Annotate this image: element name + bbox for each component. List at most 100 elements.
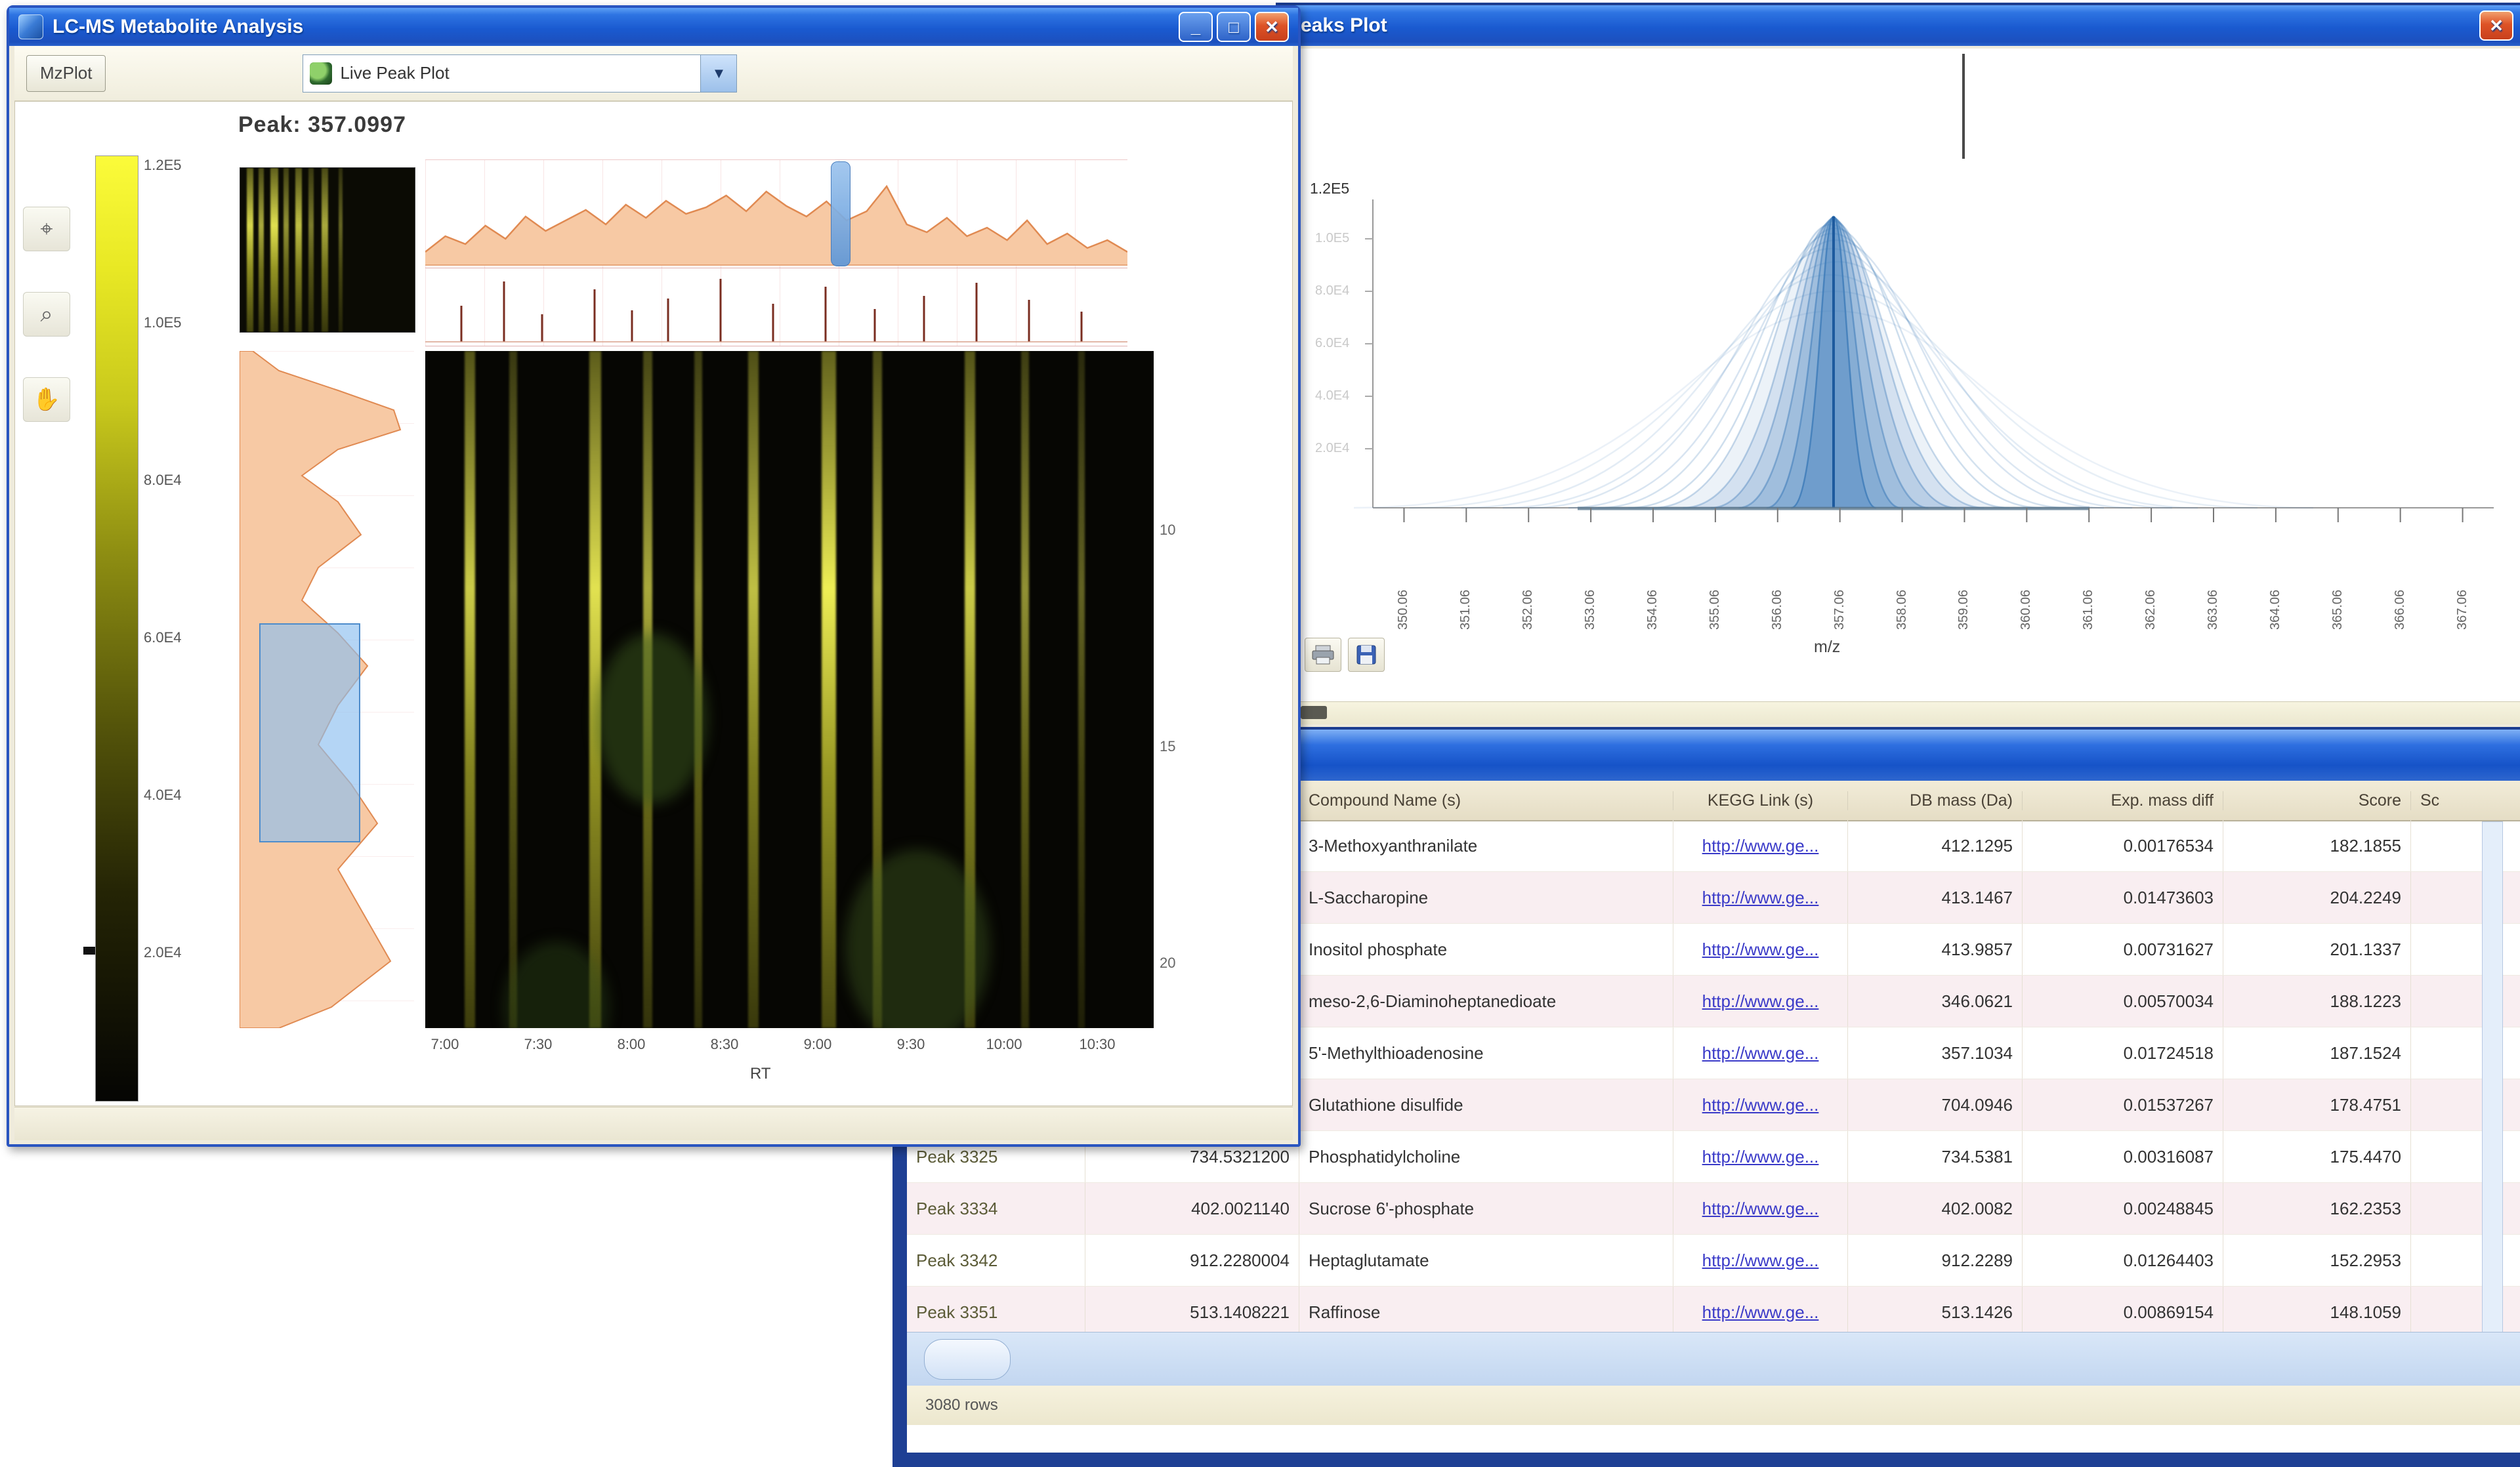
column-header[interactable]: KEGG Link (s): [1673, 791, 1848, 810]
colorbar-tick: 8.0E4: [144, 472, 182, 488]
kegg-link[interactable]: http://www.ge...: [1673, 924, 1848, 975]
table-horizontal-scrollbar[interactable]: [907, 1332, 2520, 1386]
maximize-button[interactable]: □: [1217, 12, 1251, 42]
kegg-link[interactable]: http://www.ge...: [1673, 1079, 1848, 1130]
table-cell: 0.01473603: [2023, 872, 2223, 923]
kegg-link[interactable]: http://www.ge...: [1673, 1131, 1848, 1182]
table-cell: 178.4751: [2223, 1079, 2411, 1130]
floppy-disk-icon: [1356, 645, 1376, 665]
table-cell: L-Saccharopine: [1299, 872, 1673, 923]
save-button[interactable]: [1348, 638, 1385, 672]
table-cell: [2411, 1287, 2520, 1338]
rt-selection-marker[interactable]: [831, 161, 850, 266]
close-button[interactable]: ✕: [2479, 10, 2513, 41]
kegg-link[interactable]: http://www.ge...: [1673, 976, 1848, 1027]
table-cell: 912.2280004: [1085, 1235, 1299, 1286]
view-selector-value: Live Peak Plot: [340, 63, 450, 83]
column-header[interactable]: Compound Name (s): [1299, 791, 1673, 810]
table-cell: Raffinose: [1299, 1287, 1673, 1338]
heatmap-x-axis-label: RT: [750, 1065, 771, 1083]
close-button[interactable]: ✕: [1255, 12, 1289, 42]
table-row[interactable]: Peak 3334 402.0021140 Sucrose 6'-phosphate…: [907, 1183, 2520, 1235]
table-cell: [2411, 1027, 2520, 1079]
overview-heatmap-thumbnail[interactable]: [240, 167, 415, 333]
view-selector-combobox[interactable]: Live Peak Plot ▼: [303, 54, 738, 93]
heatmap-x-tick: 9:30: [896, 1036, 925, 1052]
side-tool-button[interactable]: ⌕: [23, 292, 70, 337]
table-cell: 0.00248845: [2023, 1183, 2223, 1234]
tic-chromatogram[interactable]: [425, 159, 1128, 268]
mzplot-button[interactable]: MzPlot: [26, 54, 106, 92]
x-axis-tick-label: 351.06: [1458, 589, 1473, 630]
kegg-link[interactable]: http://www.ge...: [1673, 820, 1848, 871]
column-header[interactable]: Score: [2223, 791, 2411, 810]
mz-marker-line[interactable]: [1962, 54, 1965, 159]
table-row[interactable]: Peak 3342 912.2280004 Heptaglutamate http:/…: [907, 1235, 2520, 1287]
printer-icon: [1312, 645, 1334, 665]
x-axis-tick-label: 366.06: [2392, 589, 2407, 630]
colorbar-marker[interactable]: [83, 947, 95, 955]
colorbar-tick: 1.2E5: [144, 157, 182, 173]
heatmap-x-tick: 10:00: [986, 1036, 1022, 1052]
table-cell: 912.2289: [1848, 1235, 2023, 1286]
kegg-link[interactable]: http://www.ge...: [1673, 872, 1848, 923]
kegg-link[interactable]: http://www.ge...: [1673, 1183, 1848, 1234]
y-axis-tick-label: 4.0E4: [1315, 388, 1350, 403]
table-cell: 513.1426: [1848, 1287, 2023, 1338]
heatmap-x-tick: 8:30: [710, 1036, 739, 1052]
x-axis-tick-label: 360.06: [2019, 589, 2034, 630]
table-cell: 3-Methoxyanthranilate: [1299, 820, 1673, 871]
y-axis-top-label: 1.2E5: [1310, 180, 1350, 197]
hscroll-thumb[interactable]: [924, 1339, 1011, 1380]
table-vertical-scrollbar[interactable]: [2482, 821, 2503, 1334]
heatmap-right-tick: 20: [1160, 955, 1176, 971]
kegg-link[interactable]: http://www.ge...: [1673, 1287, 1848, 1338]
status-strip-grip[interactable]: [1301, 706, 1327, 719]
plot-window-title: Peaks Plot: [1288, 14, 1387, 36]
peak-readout: Peak: 357.0997: [238, 112, 406, 137]
lcms-window-titlebar[interactable]: LC-MS Metabolite Analysis _ □ ✕: [9, 8, 1298, 46]
table-cell: 0.01537267: [2023, 1079, 2223, 1130]
x-axis-tick-label: 358.06: [1894, 589, 1909, 630]
y-axis-tick-label: 1.0E5: [1315, 231, 1350, 245]
minimize-button[interactable]: _: [1179, 12, 1213, 42]
column-header[interactable]: Sc: [2411, 791, 2520, 810]
column-header[interactable]: DB mass (Da): [1848, 791, 2023, 810]
x-axis-tick-label: 357.06: [1832, 589, 1847, 630]
mz-profile-chart[interactable]: [239, 350, 414, 1029]
heatmap-x-tick: 7:30: [524, 1036, 553, 1052]
kegg-link[interactable]: http://www.ge...: [1673, 1235, 1848, 1286]
table-cell: 513.1408221: [1085, 1287, 1299, 1338]
table-cell: 148.1059: [2223, 1287, 2411, 1338]
peak-shapes-chart[interactable]: [1281, 49, 2520, 705]
x-axis-tick-label: 350.06: [1396, 589, 1411, 630]
peak-spike-chart[interactable]: [425, 267, 1127, 346]
table-cell: 734.5381: [1848, 1131, 2023, 1182]
peak-table-window: Peak IDm/z valueCompound Name (s)KEGG Li…: [892, 730, 2520, 1467]
table-cell: [2411, 1183, 2520, 1234]
table-row[interactable]: Peak 3325 734.5321200 Phosphatidylcholine h…: [907, 1131, 2520, 1183]
mz-selection-rectangle[interactable]: [259, 623, 360, 842]
table-cell: 187.1524: [2223, 1027, 2411, 1079]
table-row[interactable]: Peak 3351 513.1408221 Raffinose http://www.…: [907, 1287, 2520, 1338]
x-axis-tick-label: 361.06: [2081, 589, 2096, 630]
chevron-down-icon[interactable]: ▼: [700, 54, 737, 92]
table-cell: 0.00731627: [2023, 924, 2223, 975]
x-axis-tick-label: 353.06: [1583, 589, 1598, 630]
intensity-colorbar[interactable]: [95, 155, 138, 1102]
x-axis-tick-label: 356.06: [1769, 589, 1784, 630]
side-tool-button[interactable]: ⌖: [23, 207, 70, 251]
table-cell: 175.4470: [2223, 1131, 2411, 1182]
plot-window-titlebar[interactable]: Peaks Plot ✕: [1278, 5, 2520, 46]
table-row-count: 3080 rows: [925, 1396, 998, 1414]
table-cell: 188.1223: [2223, 976, 2411, 1027]
kegg-link[interactable]: http://www.ge...: [1673, 1027, 1848, 1079]
table-cell: 0.01724518: [2023, 1027, 2223, 1079]
column-header[interactable]: Exp. mass diff: [2023, 791, 2223, 810]
side-tool-button[interactable]: ✋: [23, 377, 70, 422]
rt-mz-heatmap[interactable]: [425, 351, 1154, 1028]
colorbar-tick: 4.0E4: [144, 787, 182, 803]
table-cell: 0.00176534: [2023, 820, 2223, 871]
print-button[interactable]: [1305, 638, 1341, 672]
lcms-analysis-window: LC-MS Metabolite Analysis _ □ ✕ MzPlot L…: [7, 5, 1301, 1147]
